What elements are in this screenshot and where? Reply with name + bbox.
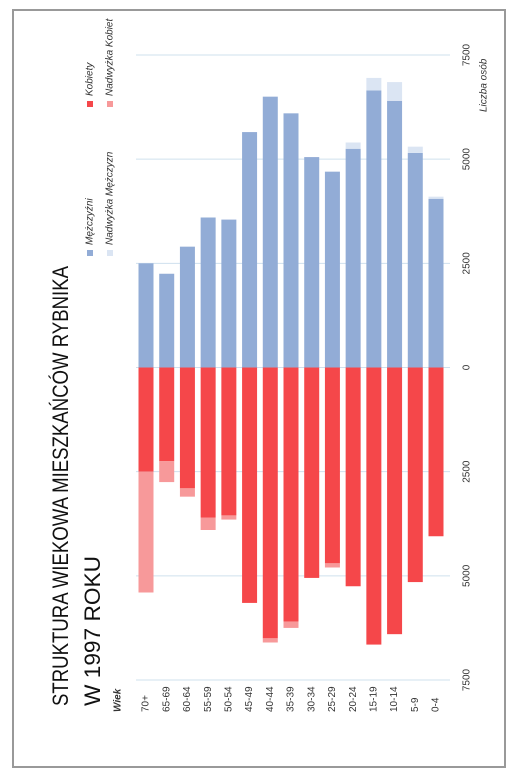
x-tick-label: 50-54 bbox=[223, 686, 234, 712]
bar bbox=[407, 367, 423, 583]
x-tick-label: 20-24 bbox=[348, 686, 359, 712]
bar bbox=[242, 132, 258, 368]
x-tick-label: 0-4 bbox=[431, 697, 442, 712]
y-tick-label: 7500 bbox=[462, 43, 473, 66]
bar bbox=[262, 638, 278, 643]
bar bbox=[138, 263, 154, 368]
bar bbox=[387, 82, 403, 101]
legend-swatch bbox=[87, 101, 93, 107]
bar bbox=[221, 367, 237, 516]
bar bbox=[242, 367, 258, 603]
bar bbox=[366, 367, 382, 645]
bar bbox=[387, 367, 403, 635]
y-axis-label: Liczba osób bbox=[479, 58, 490, 112]
legend-label: Mężczyźni bbox=[85, 198, 96, 245]
y-tick-label: 7500 bbox=[462, 668, 473, 691]
bar bbox=[283, 621, 299, 628]
bar bbox=[366, 90, 382, 368]
bar bbox=[304, 157, 320, 368]
bar bbox=[324, 171, 340, 368]
legend-swatch bbox=[107, 101, 113, 107]
x-tick-label: 70+ bbox=[141, 695, 152, 712]
x-tick-label: 30-34 bbox=[306, 686, 317, 712]
bar bbox=[200, 217, 216, 368]
bar bbox=[138, 471, 154, 593]
chart-title: STRUKTURA WIEKOWA MIESZKAŃCÓW RYBNIKA bbox=[48, 266, 73, 706]
bar bbox=[345, 148, 361, 368]
x-tick-label: 40-44 bbox=[265, 686, 276, 712]
bar bbox=[200, 517, 216, 530]
bar bbox=[428, 196, 444, 199]
y-tick-label: 2500 bbox=[462, 252, 473, 275]
x-tick-label: 35-39 bbox=[286, 686, 297, 712]
bar bbox=[221, 219, 237, 368]
x-tick-label: 65-69 bbox=[161, 686, 172, 712]
x-tick-label: 45-49 bbox=[244, 686, 255, 712]
y-tick-label: 0 bbox=[462, 364, 473, 370]
x-tick-label: 5-9 bbox=[410, 697, 421, 712]
y-tick-label: 5000 bbox=[462, 148, 473, 171]
bar bbox=[179, 367, 195, 489]
x-tick-label: 55-59 bbox=[203, 686, 214, 712]
bar bbox=[304, 367, 320, 578]
y-tick-label: 2500 bbox=[462, 460, 473, 483]
bar bbox=[262, 96, 278, 368]
x-tick-label: 10-14 bbox=[389, 686, 400, 712]
bar bbox=[324, 563, 340, 568]
bar bbox=[283, 367, 299, 622]
bar bbox=[159, 367, 175, 462]
bar bbox=[159, 461, 175, 483]
legend-swatch bbox=[107, 250, 113, 256]
x-tick-label: 15-19 bbox=[368, 686, 379, 712]
legend-swatch bbox=[87, 250, 93, 256]
bar bbox=[262, 367, 278, 639]
legend-label: Nadwyżka Kobiet bbox=[105, 18, 116, 96]
bar bbox=[221, 515, 237, 520]
bar bbox=[345, 142, 361, 149]
legend-label: Nadwyżka Mężczyzn bbox=[105, 151, 116, 245]
bar bbox=[159, 273, 175, 368]
x-tick-label: 60-64 bbox=[182, 686, 193, 712]
bar bbox=[407, 152, 423, 368]
bar bbox=[324, 367, 340, 564]
y-tick-label: 5000 bbox=[462, 564, 473, 587]
bar bbox=[387, 100, 403, 368]
bar bbox=[179, 488, 195, 497]
bar bbox=[407, 146, 423, 153]
frame bbox=[12, 9, 506, 768]
bar bbox=[428, 367, 444, 537]
bar bbox=[138, 367, 154, 472]
bar bbox=[200, 367, 216, 518]
bar bbox=[283, 113, 299, 368]
chart-title: W 1997 ROKU bbox=[80, 556, 105, 706]
bar bbox=[366, 77, 382, 91]
x-tick-label: 25-29 bbox=[327, 686, 338, 712]
bar bbox=[345, 367, 361, 587]
x-axis-label: Wiek bbox=[113, 688, 124, 712]
bar bbox=[428, 198, 444, 368]
legend-label: Kobiety bbox=[85, 62, 96, 96]
bar bbox=[179, 246, 195, 368]
